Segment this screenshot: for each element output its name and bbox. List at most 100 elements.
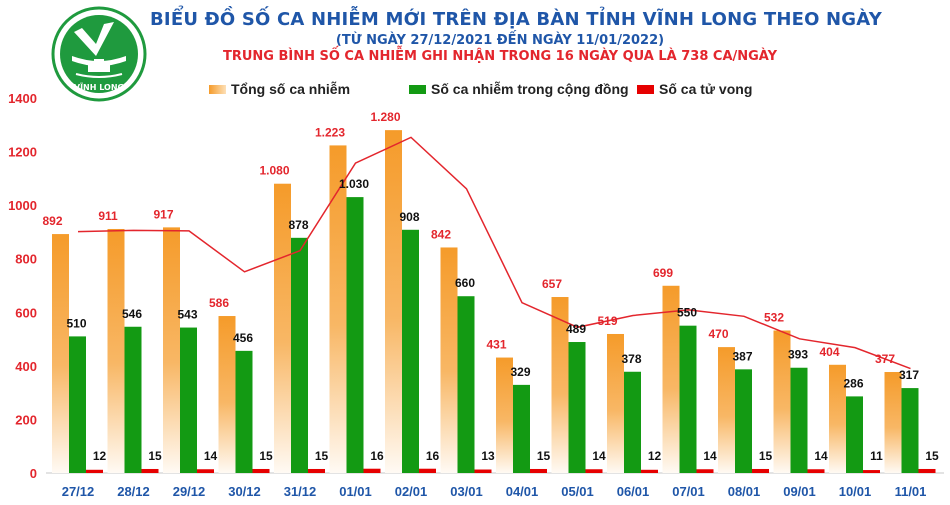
data-label-deaths: 15 [925, 449, 939, 463]
data-label-community: 546 [122, 307, 142, 321]
data-label-total: 377 [875, 352, 895, 366]
legend-item-community: Số ca nhiễm trong cộng đồng [409, 79, 629, 99]
data-label-deaths: 11 [870, 449, 883, 463]
trendline [77, 136, 911, 370]
bar-community [846, 396, 863, 473]
x-tick-label: 08/01 [728, 484, 761, 499]
bar-deaths [197, 469, 214, 473]
bar-community [513, 384, 530, 473]
data-label-deaths: 15 [315, 449, 329, 463]
bar-total [218, 316, 236, 473]
legend-swatch-deaths [637, 84, 654, 94]
bar-community [235, 350, 253, 473]
bar-total [107, 228, 125, 473]
data-label-deaths: 15 [537, 449, 551, 463]
data-label-deaths: 14 [814, 449, 828, 463]
bar-deaths [696, 469, 714, 473]
x-tick-label: 01/01 [339, 484, 372, 499]
data-label-total: 1.280 [370, 110, 400, 124]
vinh-long-logo: VĨNH LONG [51, 6, 147, 102]
data-label-community: 550 [677, 306, 697, 320]
bar-deaths [141, 468, 159, 473]
x-tick-label: 30/12 [228, 484, 261, 499]
data-label-community: 393 [788, 348, 808, 362]
x-tick-label: 06/01 [617, 484, 650, 499]
bar-community [679, 325, 697, 473]
data-label-community: 329 [510, 365, 530, 379]
bar-community [624, 371, 641, 473]
bar-total [551, 297, 569, 473]
x-tick-label: 03/01 [450, 484, 483, 499]
bar-community [124, 326, 142, 473]
data-label-total: 842 [431, 227, 451, 241]
bar-total [52, 234, 69, 473]
data-label-community: 489 [566, 322, 586, 336]
data-label-community: 543 [177, 308, 197, 322]
data-label-deaths: 16 [426, 449, 440, 463]
legend-swatch-community [409, 84, 426, 94]
bar-deaths [863, 470, 880, 473]
bar-community [69, 336, 86, 473]
bar-total [496, 357, 513, 473]
data-label-community: 660 [455, 276, 475, 290]
x-tick-label: 02/01 [395, 484, 428, 499]
y-tick-label: 0 [30, 466, 37, 481]
data-label-total: 657 [542, 277, 562, 291]
data-label-community: 510 [66, 316, 86, 330]
data-label-community: 878 [288, 218, 308, 232]
data-label-total: 1.080 [259, 164, 289, 178]
bar-total [163, 227, 180, 473]
legend-label-deaths: Số ca tử vong [659, 81, 753, 97]
data-label-total: 431 [486, 338, 506, 352]
bar-community [180, 327, 197, 473]
y-tick-label: 1400 [8, 91, 37, 106]
bar-community [790, 367, 808, 473]
data-label-community: 908 [399, 210, 419, 224]
bar-total [662, 285, 680, 473]
data-label-total: 917 [153, 207, 173, 221]
x-tick-label: 29/12 [173, 484, 206, 499]
x-tick-label: 04/01 [506, 484, 539, 499]
bar-community [457, 296, 475, 473]
bar-deaths [585, 469, 603, 473]
bar-deaths [530, 468, 547, 473]
legend-label-community: Số ca nhiễm trong cộng đồng [431, 81, 629, 97]
bar-total [607, 333, 624, 473]
bar-community [901, 388, 919, 473]
bar-total [829, 364, 846, 473]
bar-total [440, 247, 458, 473]
bar-total [773, 330, 791, 473]
bar-community [568, 342, 586, 473]
bar-deaths [807, 469, 825, 473]
y-tick-label: 400 [15, 359, 37, 374]
data-label-total: 892 [42, 214, 62, 228]
x-tick-label: 31/12 [284, 484, 317, 499]
legend-item-total: Tổng số ca nhiễm [209, 79, 350, 99]
bar-deaths [252, 468, 270, 473]
bar-deaths [308, 468, 325, 473]
x-tick-label: 10/01 [839, 484, 872, 499]
data-label-deaths: 16 [370, 449, 384, 463]
data-label-community: 317 [899, 368, 919, 382]
bar-deaths [641, 469, 658, 473]
bar-deaths [419, 468, 436, 473]
y-tick-label: 800 [15, 252, 37, 267]
data-label-community: 387 [732, 349, 752, 363]
y-tick-label: 1200 [8, 145, 37, 160]
data-label-deaths: 12 [648, 449, 662, 463]
bar-community [291, 237, 308, 473]
bar-deaths [363, 468, 381, 473]
data-label-total: 470 [708, 327, 728, 341]
bar-total [718, 347, 735, 473]
bar-total [385, 130, 402, 473]
x-tick-label: 05/01 [561, 484, 594, 499]
data-label-deaths: 14 [703, 449, 717, 463]
x-tick-label: 11/01 [895, 484, 927, 499]
legend-item-deaths: Số ca tử vong [637, 79, 752, 99]
data-label-deaths: 12 [93, 449, 107, 463]
x-tick-label: 07/01 [672, 484, 705, 499]
legend-label-total: Tổng số ca nhiễm [231, 81, 351, 97]
x-tick-label: 27/12 [62, 484, 95, 499]
data-label-total: 404 [819, 345, 839, 359]
chart-title: BIỂU ĐỒ SỐ CA NHIỄM MỚI TRÊN ĐỊA BÀN TỈN… [150, 9, 882, 30]
